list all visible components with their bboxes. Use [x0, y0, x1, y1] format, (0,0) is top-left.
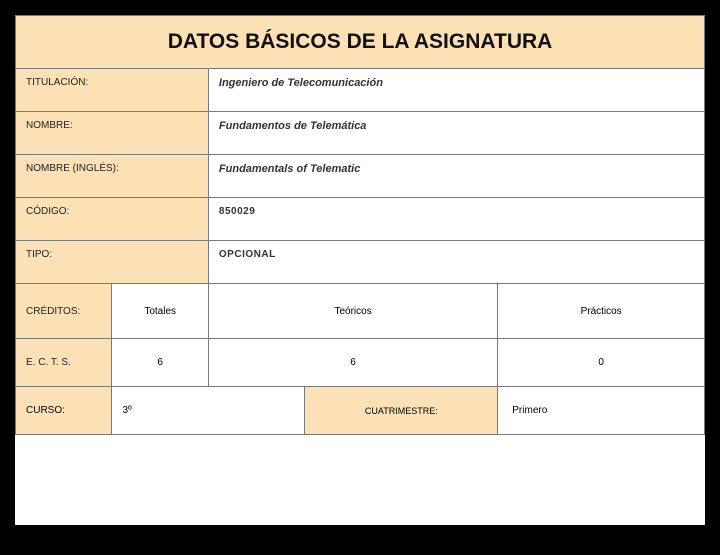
- label-codigo: CÓDIGO:: [16, 198, 209, 241]
- value-codigo: 850029: [208, 198, 704, 241]
- course-card: DATOS BÁSICOS DE LA ASIGNATURA TITULACIÓ…: [15, 15, 705, 525]
- value-nombre: Fundamentos de Telemática: [208, 112, 704, 155]
- col-practicos: Prácticos: [498, 284, 705, 339]
- label-curso: CURSO:: [16, 387, 112, 435]
- value-tipo: OPCIONAL: [208, 241, 704, 284]
- value-cuatrimestre: Primero: [498, 387, 705, 435]
- label-ects: E. C. T. S.: [16, 339, 112, 387]
- value-nombre-ingles: Fundamentals of Telematic: [208, 155, 704, 198]
- table-title: DATOS BÁSICOS DE LA ASIGNATURA: [16, 16, 705, 69]
- col-totales: Totales: [112, 284, 208, 339]
- col-teoricos: Teóricos: [208, 284, 497, 339]
- value-ects-totales: 6: [112, 339, 208, 387]
- label-nombre: NOMBRE:: [16, 112, 209, 155]
- label-nombre-ingles: NOMBRE (INGLÉS):: [16, 155, 209, 198]
- course-table: DATOS BÁSICOS DE LA ASIGNATURA TITULACIÓ…: [15, 15, 705, 435]
- value-titulacion: Ingeniero de Telecomunicación: [208, 69, 704, 112]
- label-cuatrimestre: CUATRIMESTRE:: [305, 387, 498, 435]
- value-curso: 3º: [112, 387, 305, 435]
- label-creditos: CRÉDITOS:: [16, 284, 112, 339]
- value-ects-practicos: 0: [498, 339, 705, 387]
- label-tipo: TIPO:: [16, 241, 209, 284]
- value-ects-teoricos: 6: [208, 339, 497, 387]
- label-titulacion: TITULACIÓN:: [16, 69, 209, 112]
